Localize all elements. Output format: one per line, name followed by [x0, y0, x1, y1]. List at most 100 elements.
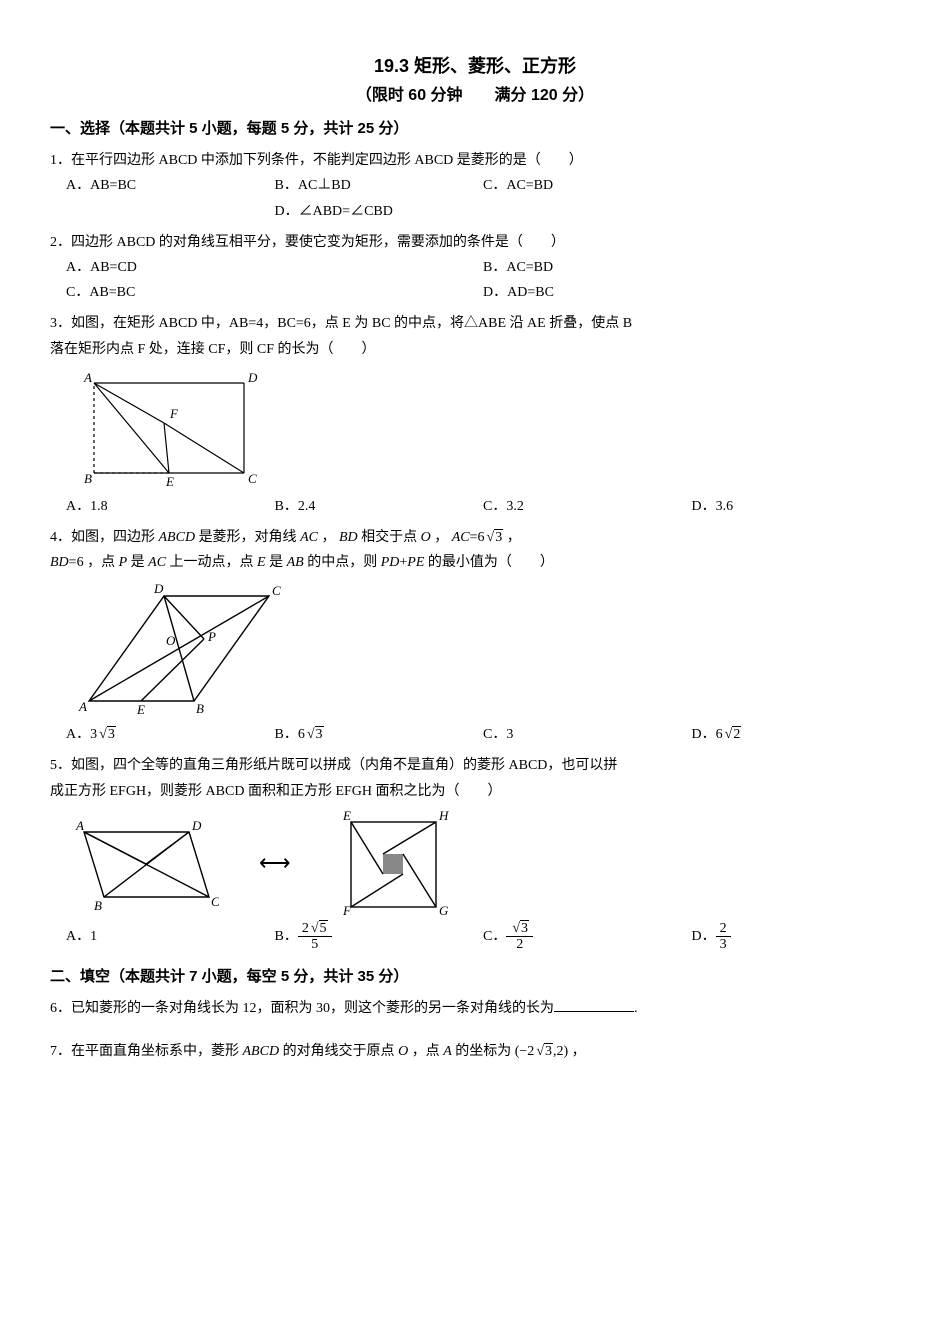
q7-coord-sqrt: 3: [534, 1039, 553, 1064]
q1-opt-d: D．∠ABD=∠CBD: [275, 199, 692, 224]
q1-spacer: [66, 199, 275, 224]
q4-stem-line1: 4．如图，四边形 ABCD 是菱形，对角线 AC ， BD 相交于点 O ， A…: [50, 525, 900, 550]
q5-stem-line1: 5．如图，四个全等的直角三角形纸片既可以拼成（内角不是直角）的菱形 ABCD，也…: [50, 753, 900, 778]
q5-c-lbl: C．: [483, 929, 506, 944]
q5-b-num-pre: 2: [302, 921, 309, 936]
q4-l2-p8: 是: [266, 555, 287, 570]
q4-label-e: E: [136, 702, 145, 716]
q2-options-r2: C．AB=BC D．AD=BC: [66, 280, 900, 305]
q4-opt-b: B．63: [275, 722, 484, 747]
question-7: 7．在平面直角坐标系中，菱形 ABCD 的对角线交于原点 O ，点 A 的坐标为…: [50, 1039, 900, 1064]
q5-d-frac: 23: [716, 921, 731, 953]
q5-b-den: 5: [298, 937, 332, 952]
q5-stem-line2: 成正方形 EFGH，则菱形 ABCD 面积和正方形 EFGH 面积之比为（ ）: [50, 779, 900, 804]
q3-svg: A D B C E F: [74, 368, 264, 488]
q5-b-num-sqrt: 5: [309, 921, 328, 936]
q3-label-e: E: [165, 474, 174, 488]
q4-l2-p4: 是: [127, 555, 148, 570]
q4-d-pre: D．6: [692, 727, 723, 742]
q4-l2-p3: P: [119, 555, 128, 570]
q5-options: A．1 B．255 C．32 D．23: [66, 921, 900, 953]
q5-c-den: 2: [506, 937, 533, 952]
q4-l2-p5: AC: [148, 555, 166, 570]
q5-opt-d: D．23: [692, 921, 901, 953]
q6-blank: [554, 997, 634, 1012]
q4-opt-c: C．3: [483, 722, 692, 747]
q5-r-b: B: [94, 898, 102, 912]
q2-opt-c: C．AB=BC: [66, 280, 483, 305]
q4-s-p13: ，: [503, 530, 521, 545]
q5-svg-square: E H F G: [331, 810, 461, 915]
q5-r-c: C: [211, 894, 219, 909]
q5-b-lbl: B．: [275, 929, 298, 944]
q5-d-den: 3: [716, 937, 731, 952]
q3-options: A．1.8 B．2.4 C．3.2 D．3.6: [66, 494, 900, 519]
q5-b-num-rad: 5: [319, 920, 328, 936]
q4-b-pre: B．6: [275, 727, 305, 742]
q3-label-f: F: [169, 406, 179, 421]
q4-a-pre: A．3: [66, 727, 97, 742]
q5-c-num-rad: 3: [520, 920, 529, 936]
q7-coord-pre: (−2: [515, 1044, 535, 1059]
q4-s-p5: ，: [318, 530, 339, 545]
q4-b-sqrt: 3: [305, 722, 324, 747]
question-6: 6．已知菱形的一条对角线长为 12，面积为 30，则这个菱形的另一条对角线的长为…: [50, 996, 900, 1021]
question-5: 5．如图，四个全等的直角三角形纸片既可以拼成（内角不是直角）的菱形 ABCD，也…: [50, 753, 900, 952]
q7-p2: ABCD: [243, 1044, 280, 1059]
q7-p1: 7．在平面直角坐标系中，菱形: [50, 1044, 243, 1059]
q5-r-d: D: [191, 818, 202, 833]
q5-d-lbl: D．: [692, 929, 716, 944]
q4-s-p2: ABCD: [159, 530, 196, 545]
q5-opt-b: B．255: [275, 921, 484, 953]
q2-opt-d: D．AD=BC: [483, 280, 900, 305]
q4-stem-line2: BD=6 ，点 P 是 AC 上一动点，点 E 是 AB 的中点，则 PD+PE…: [50, 550, 900, 575]
q4-s-p9: ，: [431, 530, 452, 545]
q4-l2-p10: 的中点，则: [304, 555, 381, 570]
q3-opt-a: A．1.8: [66, 494, 275, 519]
q4-l2-p13: PE: [407, 555, 424, 570]
q7-p3: 的对角线交于原点: [279, 1044, 398, 1059]
q2-options-r1: A．AB=CD B．AC=BD: [66, 255, 900, 280]
q1-stem: 1．在平行四边形 ABCD 中添加下列条件，不能判定四边形 ABCD 是菱形的是…: [50, 148, 900, 173]
q5-b-frac: 255: [298, 921, 332, 953]
q4-s-sqrt: 3: [485, 525, 504, 550]
q4-l2-p9: AB: [287, 555, 304, 570]
q4-l2-p7: E: [257, 555, 266, 570]
q4-label-b: B: [196, 701, 204, 716]
q1-options-row2: D．∠ABD=∠CBD: [66, 199, 900, 224]
q4-a-sqrt: 3: [97, 722, 116, 747]
q4-diagram: A B C D E O P: [74, 581, 900, 716]
q3-label-d: D: [247, 370, 258, 385]
q4-opt-a: A．3 3: [66, 722, 275, 747]
q4-options: A．33 B．63 C．3 D．62: [66, 722, 900, 747]
question-1: 1．在平行四边形 ABCD 中添加下列条件，不能判定四边形 ABCD 是菱形的是…: [50, 148, 900, 224]
question-3: 3．如图，在矩形 ABCD 中，AB=4，BC=6，点 E 为 BC 的中点，将…: [50, 311, 900, 519]
q5-svg-rhombus: A D B C: [74, 812, 219, 912]
q7-p6: A: [443, 1044, 452, 1059]
q4-label-d: D: [153, 581, 164, 596]
q4-opt-d: D．6 2: [692, 722, 901, 747]
q1-opt-c: C．AC=BD: [483, 173, 692, 198]
q6-tail: .: [634, 1001, 638, 1016]
page-subtitle: （限时 60 分钟 满分 120 分）: [50, 82, 900, 111]
q4-s-p11: =6: [470, 530, 485, 545]
q5-sq-e: E: [342, 810, 351, 823]
q4-l2-p14: 的最小值为（ ）: [424, 555, 554, 570]
q4-d-rad: 2: [732, 726, 741, 742]
q7-coord: (−23,2): [515, 1044, 568, 1059]
section-2-header: 二、填空（本题共计 7 小题，每空 5 分，共计 35 分）: [50, 963, 900, 990]
q4-s-p1: 4．如图，四边形: [50, 530, 159, 545]
q3-opt-d: D．3.6: [692, 494, 901, 519]
q4-label-a: A: [78, 699, 87, 714]
q2-stem: 2．四边形 ABCD 的对角线互相平分，要使它变为矩形，需要添加的条件是（ ）: [50, 230, 900, 255]
q3-stem-line2: 落在矩形内点 F 处，连接 CF，则 CF 的长为（ ）: [50, 337, 900, 362]
q5-diagrams: A D B C ⟷ E H F G: [74, 810, 900, 915]
q3-opt-b: B．2.4: [275, 494, 484, 519]
q5-b-num: 25: [298, 921, 332, 937]
q7-coord-rad: 3: [544, 1043, 553, 1059]
q4-s-p4: AC: [300, 530, 318, 545]
q4-svg: A B C D E O P: [74, 581, 284, 716]
q4-a-rad: 3: [107, 726, 116, 742]
q7-p7: 的坐标为: [452, 1044, 515, 1059]
q7-tail: ，: [568, 1044, 586, 1059]
